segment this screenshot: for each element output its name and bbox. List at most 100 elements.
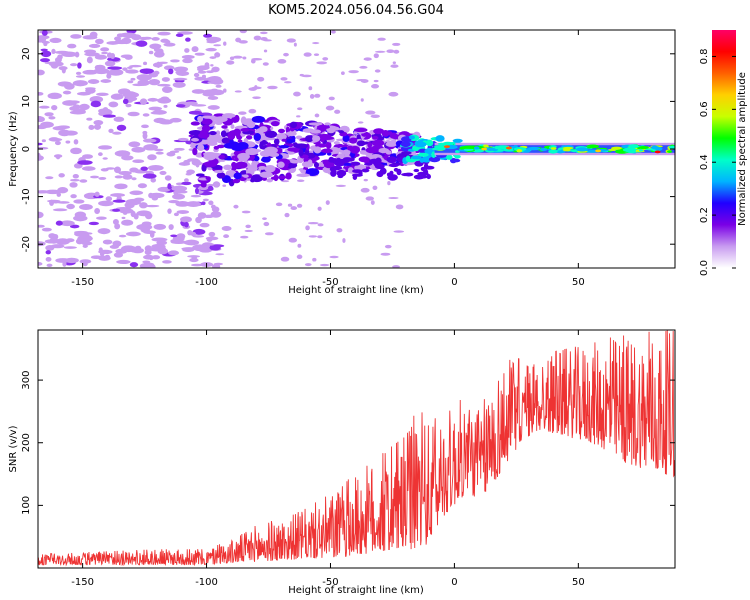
spectral-blob xyxy=(116,124,127,131)
spectral-blob xyxy=(233,172,242,180)
spectral-blob xyxy=(87,79,100,85)
spectral-blob xyxy=(187,255,201,258)
spectral-blob xyxy=(167,183,172,190)
spectral-blob xyxy=(431,147,446,151)
spectral-blob xyxy=(151,37,160,41)
spectral-blob xyxy=(373,128,385,135)
spectral-blob xyxy=(38,35,50,40)
spectral-blob xyxy=(277,128,286,134)
spectral-blob xyxy=(426,139,434,147)
spectral-blob xyxy=(114,175,123,179)
spectral-blob xyxy=(202,198,209,202)
spectral-blob xyxy=(386,142,394,146)
spectral-blob xyxy=(221,137,231,144)
spectral-blob xyxy=(527,146,541,151)
spectral-blob xyxy=(548,149,558,154)
spectral-blob xyxy=(393,49,400,54)
spectral-blob xyxy=(347,167,354,174)
spectral-blob xyxy=(374,69,381,73)
spectral-blob xyxy=(149,43,162,50)
spectral-blob xyxy=(158,119,174,125)
spectral-blob xyxy=(122,174,133,180)
spectral-blob xyxy=(108,69,124,76)
spectral-blob xyxy=(668,145,675,150)
spectral-blob xyxy=(245,135,253,140)
spectral-blob xyxy=(95,216,107,220)
spectral-blob xyxy=(38,211,44,219)
spectral-blob xyxy=(105,196,113,202)
spectral-blob xyxy=(321,148,333,154)
spectral-blob xyxy=(264,232,274,236)
spectral-blob xyxy=(94,191,100,197)
spectral-blob xyxy=(54,50,70,54)
spectral-blob xyxy=(280,77,288,81)
spectral-blob xyxy=(231,161,237,169)
spectral-blob xyxy=(116,259,131,265)
spectral-blob xyxy=(267,85,278,90)
spectral-blob xyxy=(226,60,235,65)
spectral-blob xyxy=(89,96,104,103)
spectral-blob xyxy=(204,161,218,168)
spectral-blob xyxy=(143,254,155,260)
spectral-blob xyxy=(352,174,358,180)
spectral-blob xyxy=(168,199,180,204)
spectral-blob xyxy=(250,155,256,160)
spectral-blob xyxy=(222,113,236,119)
spectral-blob xyxy=(163,42,176,47)
spectral-blob xyxy=(239,30,247,34)
spectral-blob xyxy=(395,204,404,210)
spectral-blob xyxy=(41,30,48,36)
spectral-blob xyxy=(88,221,99,226)
spectral-blob xyxy=(367,141,373,148)
spectral-blob xyxy=(229,138,234,144)
spectral-blob xyxy=(449,157,457,164)
spectral-blob xyxy=(132,159,145,164)
spectral-blob xyxy=(203,33,213,38)
spectral-blob xyxy=(213,44,222,47)
spectral-blob xyxy=(140,226,150,233)
spectral-blob xyxy=(384,244,392,249)
spectral-blob xyxy=(55,258,71,263)
spectral-blob xyxy=(286,38,296,43)
spectral-blob xyxy=(348,70,359,74)
spectral-blob xyxy=(300,169,307,174)
spectral-blob xyxy=(202,89,219,95)
spectral-blob xyxy=(322,57,329,61)
spectral-blob xyxy=(182,58,193,64)
spectral-blob xyxy=(223,41,227,46)
spectral-blob xyxy=(203,214,214,219)
spectral-blob xyxy=(307,221,319,225)
spectral-blob xyxy=(326,152,332,156)
x-tick-label: 50 xyxy=(572,577,585,588)
spectral-blob xyxy=(361,168,370,173)
spectral-blob xyxy=(275,202,283,207)
spectral-blob xyxy=(55,154,61,160)
spectral-blob xyxy=(334,159,345,167)
spectral-blob xyxy=(353,127,368,133)
spectral-blob xyxy=(214,52,221,58)
spectral-blob xyxy=(205,47,217,52)
spectral-blob xyxy=(284,212,290,218)
spectral-blob xyxy=(428,156,441,163)
spectral-blob xyxy=(207,80,222,84)
spectral-blob xyxy=(121,216,126,220)
spectral-blob xyxy=(252,96,261,100)
spectral-blob xyxy=(197,144,205,151)
spectral-blob xyxy=(370,114,381,119)
spectral-blob xyxy=(349,145,361,154)
spectral-blob xyxy=(481,147,488,151)
spectral-blob xyxy=(350,161,361,166)
spectral-blob xyxy=(114,183,128,190)
spectral-blob xyxy=(242,174,249,178)
spectral-blob xyxy=(157,186,171,192)
spectral-blob xyxy=(473,146,480,150)
spectral-blob xyxy=(46,263,53,268)
spectral-blob xyxy=(74,51,80,58)
spectral-blob xyxy=(260,36,268,41)
spectral-blob xyxy=(293,148,300,153)
spectral-blob xyxy=(122,67,128,71)
spectral-blob xyxy=(142,61,148,66)
spectral-blob xyxy=(72,80,88,87)
spectral-blob xyxy=(294,143,309,149)
